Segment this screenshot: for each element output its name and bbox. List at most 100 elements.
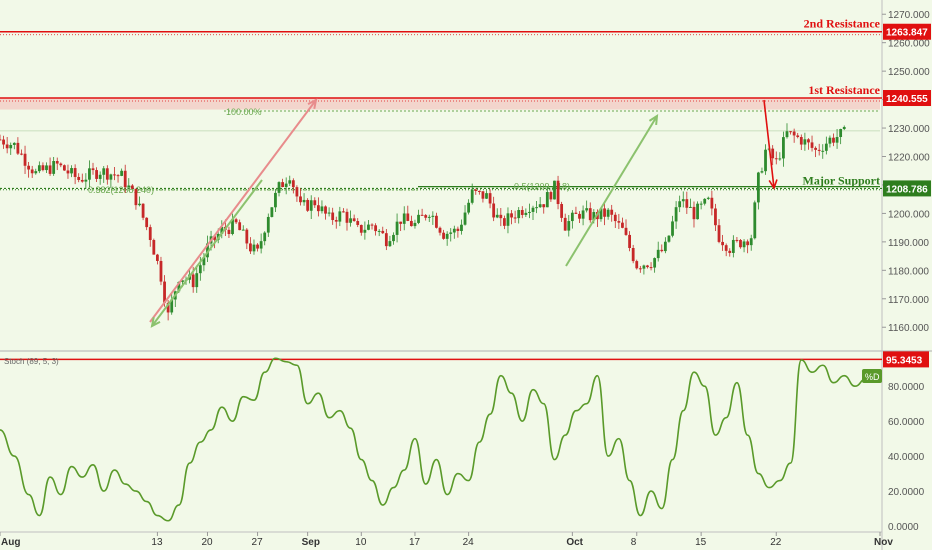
candle-body xyxy=(359,224,363,233)
candle-body xyxy=(306,199,310,211)
candle-body xyxy=(370,224,374,226)
level-price-label: 1240.555 xyxy=(886,94,928,105)
pink-arrow-up-head xyxy=(307,98,318,110)
candle-body xyxy=(320,206,324,212)
time-tick-label: Aug xyxy=(1,537,20,548)
candle-body xyxy=(406,213,410,221)
time-tick-label: Nov xyxy=(874,537,893,548)
candle-body xyxy=(356,221,360,225)
candle-body xyxy=(281,182,285,188)
candle-body xyxy=(381,230,385,234)
candle-body xyxy=(170,299,174,313)
candle-body xyxy=(238,222,242,231)
candle-body xyxy=(753,202,757,239)
price-tick-label: 1260.000 xyxy=(888,39,930,50)
candle-body xyxy=(334,220,338,222)
candle-body xyxy=(55,160,59,164)
candle-body xyxy=(606,209,610,217)
candle-body xyxy=(30,169,34,174)
candle-body xyxy=(62,165,66,171)
candle-body xyxy=(202,257,206,266)
candle-body xyxy=(814,147,818,150)
candle-body xyxy=(717,225,721,242)
candle-body xyxy=(485,193,488,199)
candle-body xyxy=(617,221,621,223)
candle-body xyxy=(499,214,503,219)
candle-body xyxy=(431,215,435,217)
candle-body xyxy=(442,232,445,239)
candle-body xyxy=(778,158,782,160)
candle-body xyxy=(299,196,302,203)
candle-body xyxy=(699,203,703,205)
candle-body xyxy=(324,206,327,214)
candle-body xyxy=(109,174,113,180)
candle-body xyxy=(241,229,245,231)
candle-body xyxy=(756,172,760,203)
candle-body xyxy=(495,214,499,218)
candle-body xyxy=(395,221,399,235)
candle-body xyxy=(839,129,843,138)
candle-body xyxy=(9,144,13,149)
candle-body xyxy=(420,214,424,216)
price-tick-label: 1180.000 xyxy=(888,266,929,277)
level-price-badge xyxy=(883,23,931,40)
candle-body xyxy=(567,221,571,231)
time-tick-label: Oct xyxy=(566,537,583,548)
candle-body xyxy=(191,274,195,288)
level-price-label: 1263.847 xyxy=(886,28,928,39)
candle-body xyxy=(621,222,624,228)
candle-body xyxy=(23,153,27,166)
candle-body xyxy=(667,235,671,242)
candle-body xyxy=(98,174,102,179)
time-tick-label: Sep xyxy=(302,537,320,548)
candle-body xyxy=(123,170,127,188)
candle-body xyxy=(678,201,682,208)
candle-body xyxy=(274,192,277,208)
candle-body xyxy=(764,149,767,172)
level-price-badge xyxy=(883,90,931,107)
candle-body xyxy=(277,182,281,193)
candle-body xyxy=(198,265,202,274)
candle-body xyxy=(20,153,23,155)
price-tick-label: 1170.000 xyxy=(888,295,929,306)
candle-body xyxy=(592,212,596,221)
candle-body xyxy=(528,211,531,213)
candle-body xyxy=(266,216,270,233)
candle-body xyxy=(84,179,88,182)
fib-label: 100.00% xyxy=(226,107,262,117)
stoch-tick-label: 60.0000 xyxy=(888,417,925,428)
candle-body xyxy=(656,249,660,259)
candle-body xyxy=(363,229,367,233)
candle-body xyxy=(685,199,689,208)
candle-body xyxy=(309,200,313,211)
red-arrow-down xyxy=(763,99,775,189)
price-tick-label: 1190.000 xyxy=(888,238,929,249)
price-tick-label: 1200.000 xyxy=(888,209,930,220)
candle-body xyxy=(585,208,589,211)
candle-body xyxy=(460,224,463,231)
candle-body xyxy=(739,240,742,248)
candle-body xyxy=(642,265,646,269)
candle-body xyxy=(116,175,120,177)
candle-body xyxy=(674,207,678,222)
candle-body xyxy=(513,217,517,219)
time-tick-label: 24 xyxy=(463,537,475,548)
candle-body xyxy=(256,244,259,249)
candle-body xyxy=(792,131,796,136)
candle-body xyxy=(578,213,581,219)
candle-body xyxy=(663,241,667,252)
candle-body xyxy=(41,165,45,171)
candle-body xyxy=(80,179,84,182)
candle-body xyxy=(327,212,331,214)
candle-body xyxy=(37,165,41,172)
candle-body xyxy=(760,171,764,173)
candle-body xyxy=(749,238,753,246)
green-arrow-up-oct-head xyxy=(648,114,659,126)
candle-body xyxy=(832,137,835,143)
price-tick-label: 1270.000 xyxy=(888,10,930,21)
candle-body xyxy=(635,261,639,269)
stoch-tick-label: 80.0000 xyxy=(888,382,925,393)
candle-body xyxy=(259,241,263,249)
